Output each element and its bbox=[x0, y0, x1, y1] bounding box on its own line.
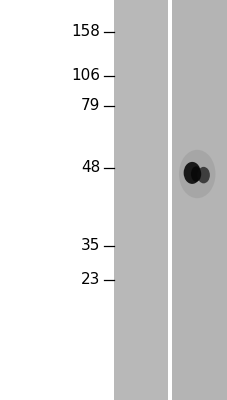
Ellipse shape bbox=[190, 166, 200, 182]
Bar bbox=[114, 0, 167, 400]
Bar bbox=[167, 0, 171, 400]
Ellipse shape bbox=[183, 162, 200, 184]
Text: 35: 35 bbox=[81, 238, 100, 254]
Text: 48: 48 bbox=[81, 160, 100, 176]
Bar bbox=[171, 0, 227, 400]
Text: 79: 79 bbox=[81, 98, 100, 114]
Text: 23: 23 bbox=[81, 272, 100, 288]
Text: 106: 106 bbox=[71, 68, 100, 84]
Text: 158: 158 bbox=[71, 24, 100, 40]
Ellipse shape bbox=[196, 167, 209, 183]
Ellipse shape bbox=[178, 150, 215, 198]
